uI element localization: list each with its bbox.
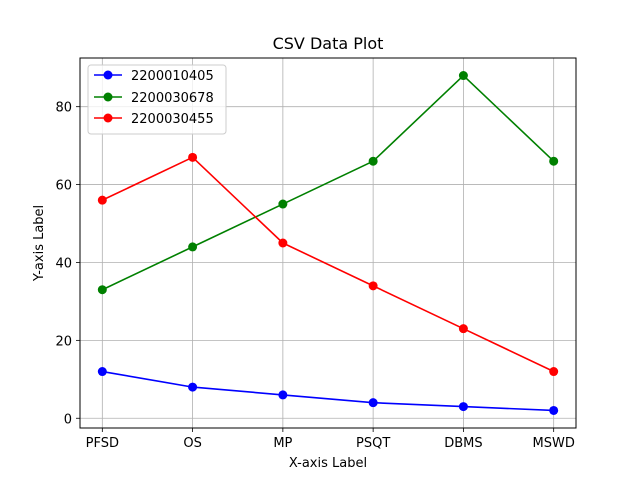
series-line (102, 370, 554, 412)
y-axis-label: Y-axis Label (32, 205, 47, 282)
x-tick-label: PSQT (356, 436, 390, 451)
y-tick-label: 60 (55, 179, 72, 194)
x-axis-label: X-axis Label (289, 456, 367, 471)
data-point (188, 152, 198, 162)
data-point (368, 156, 378, 166)
chart-title: CSV Data Plot (273, 34, 384, 53)
data-point (549, 156, 559, 166)
data-point (278, 199, 288, 209)
data-point (368, 281, 378, 291)
legend-label: 2200030678 (131, 91, 214, 106)
data-point (97, 285, 107, 295)
data-point (97, 195, 107, 205)
data-point (188, 242, 198, 252)
data-point (278, 390, 288, 400)
grid-lines (80, 58, 576, 428)
legend-entry-2: 2200030678 (94, 91, 214, 106)
series-1 (97, 367, 559, 415)
data-point (458, 402, 468, 412)
data-point (97, 367, 107, 377)
data-point (458, 71, 468, 81)
series-line (101, 156, 555, 373)
plot-frame (79, 57, 577, 429)
legend-box (87, 64, 227, 135)
series-line (101, 74, 555, 291)
y-tick-label: 0 (64, 412, 72, 427)
legend-swatch-marker (103, 113, 113, 123)
legend-entry-1: 2200010405 (94, 69, 214, 84)
data-point (368, 398, 378, 408)
legend: 2200010405 2200030678 2200030455 (87, 64, 227, 135)
legend-swatch-marker (103, 70, 113, 80)
series-lines (97, 71, 559, 415)
series-3 (97, 152, 559, 377)
data-point (458, 324, 468, 334)
x-tick-label: DBMS (444, 436, 482, 451)
x-tick-label: PFSD (86, 436, 119, 451)
y-tick-label: 20 (55, 334, 72, 349)
data-point (549, 367, 559, 377)
legend-label: 2200030455 (131, 112, 214, 127)
data-point (278, 238, 288, 248)
series-2 (97, 71, 559, 295)
legend-entry-3: 2200030455 (94, 112, 214, 127)
legend-label: 2200010405 (131, 69, 214, 84)
x-tick-label: MSWD (533, 436, 575, 451)
legend-swatch-marker (103, 92, 113, 102)
data-point (188, 382, 198, 392)
y-tick-label: 40 (55, 256, 72, 271)
x-tick-label: OS (183, 436, 201, 451)
y-tick-label: 80 (55, 101, 72, 116)
x-tick-label: MP (273, 436, 292, 451)
data-point (549, 405, 559, 415)
axis-ticks: PFSD OS MP PSQT DBMS MSWD 0 20 40 60 80 (55, 101, 574, 451)
